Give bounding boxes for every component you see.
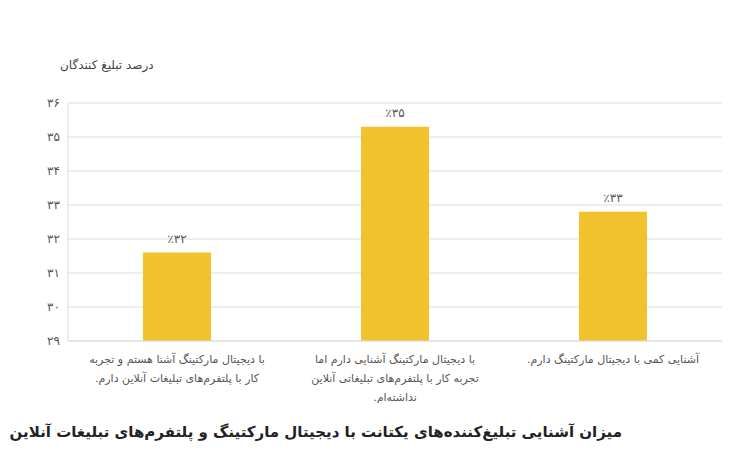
html-text:میزان آشنایی تبلیغ‌کننده‌های ی: میزان آشنایی تبلیغ‌کننده‌های یکتانت با د… — [9, 423, 622, 441]
svg-text:آشنایی کمی با دیجیتال مارکتینگ: آشنایی کمی با دیجیتال مارکتینگ دارم. — [527, 352, 700, 366]
svg-text:٪۳۳: ٪۳۳ — [603, 191, 623, 205]
svg-text:۳۰: ۳۰ — [47, 300, 60, 314]
svg-text:۳۴: ۳۴ — [47, 164, 60, 178]
svg-text:۲۹: ۲۹ — [47, 334, 60, 348]
svg-text:٪۳۵: ٪۳۵ — [385, 106, 404, 120]
svg-text:۳۵: ۳۵ — [47, 130, 60, 144]
svg-text:با دیجیتال مارکتینگ آشنا هستم: با دیجیتال مارکتینگ آشنا هستم و تجربهکار… — [89, 352, 265, 385]
html-text:درصد تبلیغ کنندگان: درصد تبلیغ کنندگان — [60, 58, 154, 72]
svg-text:۳۶: ۳۶ — [47, 96, 60, 110]
svg-text:۳۱: ۳۱ — [47, 266, 60, 280]
svg-text:۳۳: ۳۳ — [47, 198, 60, 212]
svg-text:٪۳۲: ٪۳۲ — [167, 232, 186, 246]
svg-text:با دیجیتال مارکتینگ آشنایی دار: با دیجیتال مارکتینگ آشنایی دارم اماتجربه… — [311, 352, 479, 403]
svg-text:۳۲: ۳۲ — [47, 232, 60, 246]
